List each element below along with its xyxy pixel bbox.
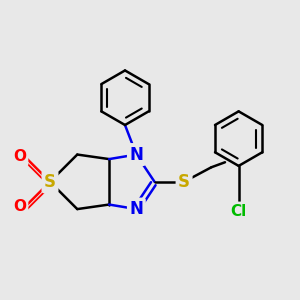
Text: N: N xyxy=(129,146,143,164)
Text: Cl: Cl xyxy=(230,204,247,219)
Text: O: O xyxy=(13,199,26,214)
Text: N: N xyxy=(129,200,143,218)
Text: S: S xyxy=(178,173,190,191)
Text: O: O xyxy=(13,149,26,164)
Text: S: S xyxy=(44,173,56,191)
